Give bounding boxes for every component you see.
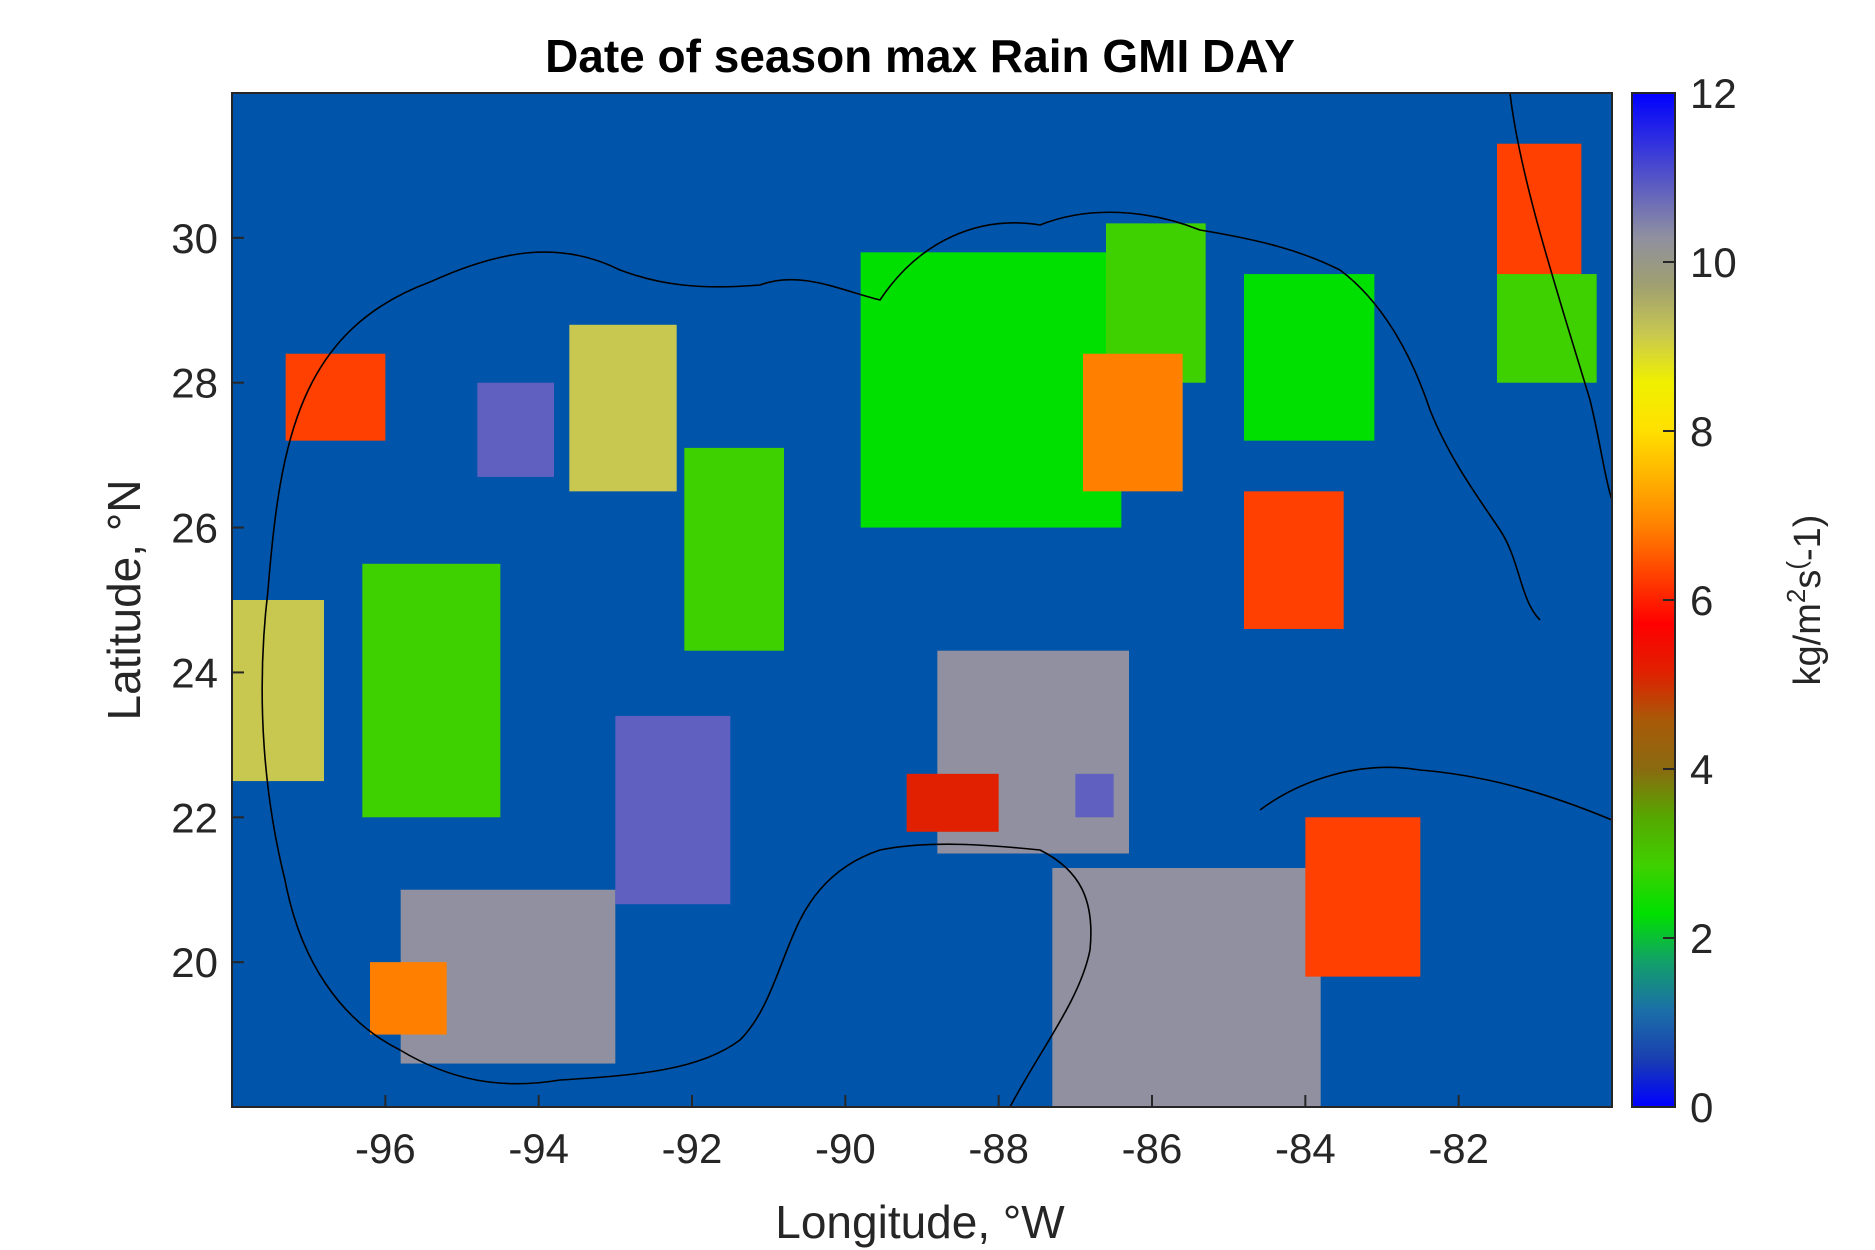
heatmap-region-19 bbox=[1497, 143, 1582, 289]
y-tick-label: 24 bbox=[171, 649, 218, 696]
heatmap-region-11 bbox=[1052, 867, 1321, 1107]
coastline-us-gulf bbox=[267, 211, 1541, 621]
colorbar-label: kg/m2s(-1) bbox=[1781, 515, 1829, 686]
colorbar-tick-label: 8 bbox=[1690, 408, 1713, 455]
y-tick-label: 20 bbox=[171, 939, 218, 986]
heatmap-region-8 bbox=[1244, 491, 1344, 629]
y-tick-label: 30 bbox=[171, 215, 218, 262]
colorbar-tick-label: 2 bbox=[1690, 915, 1713, 962]
colorbar-label-sup2: ( bbox=[1781, 561, 1811, 570]
y-tick-label: 22 bbox=[171, 794, 218, 841]
colorbar-tick-label: 10 bbox=[1690, 239, 1737, 286]
x-tick-label: -92 bbox=[662, 1125, 723, 1172]
heatmap-region-3 bbox=[362, 563, 501, 818]
heatmap-region-14 bbox=[615, 715, 731, 905]
x-tick-label: -90 bbox=[815, 1125, 876, 1172]
x-tick-label: -88 bbox=[968, 1125, 1029, 1172]
heatmap-region-1 bbox=[477, 382, 554, 477]
heatmap-region-7 bbox=[1244, 274, 1375, 441]
heatmap-region-18 bbox=[1075, 773, 1114, 818]
chart-title: Date of season max Rain GMI DAY bbox=[545, 30, 1295, 82]
heatmap-region-0 bbox=[285, 353, 386, 441]
heatmap-region-12 bbox=[1305, 817, 1421, 977]
plot-frame bbox=[231, 92, 1613, 1108]
colorbar-tick-label: 6 bbox=[1690, 577, 1713, 624]
heatmap-regions bbox=[232, 143, 1597, 1107]
x-tick-label: -86 bbox=[1122, 1125, 1183, 1172]
x-axis-ticks: -96 -94 -92 -90 -88 -86 -84 -82 bbox=[355, 1095, 1489, 1172]
colorbar-tick-label: 4 bbox=[1690, 746, 1713, 793]
colorbar-tick-label: 12 bbox=[1690, 70, 1737, 117]
heatmap-region-16 bbox=[232, 600, 324, 782]
y-tick-label: 28 bbox=[171, 360, 218, 407]
heatmap-region-20 bbox=[1497, 274, 1597, 383]
heatmap-region-5 bbox=[860, 252, 1122, 528]
y-tick-label: 26 bbox=[171, 505, 218, 552]
coastline-mexico bbox=[261, 589, 1092, 1107]
heatmap-region-9 bbox=[1083, 353, 1183, 492]
colorbar-tick-label: 0 bbox=[1690, 1084, 1713, 1131]
heatmap-region-2 bbox=[569, 324, 677, 492]
colorbar-label-end: -1) bbox=[1787, 515, 1829, 561]
y-axis-ticks: 20 22 24 26 28 30 bbox=[171, 215, 244, 986]
x-tick-label: -82 bbox=[1428, 1125, 1489, 1172]
heatmap-region-4 bbox=[684, 447, 784, 651]
x-axis-label: Longitude, °W bbox=[775, 1196, 1065, 1248]
y-axis-label: Latitude, °N bbox=[98, 480, 150, 721]
colorbar-ticks: 0 2 4 6 8 10 12 bbox=[1663, 70, 1737, 1131]
heatmap-region-15 bbox=[370, 962, 447, 1035]
x-tick-label: -84 bbox=[1275, 1125, 1336, 1172]
heatmap-region-17 bbox=[906, 773, 999, 832]
colorbar-label-sup: 2 bbox=[1781, 589, 1811, 603]
coastline-cuba bbox=[1259, 766, 1612, 821]
x-tick-label: -96 bbox=[355, 1125, 416, 1172]
x-tick-label: -94 bbox=[508, 1125, 569, 1172]
colorbar-label-base: kg/m bbox=[1787, 603, 1829, 685]
colorbar-label-mid: s bbox=[1787, 570, 1829, 589]
plot-area bbox=[232, 93, 1612, 1107]
coastline-florida-atlantic bbox=[1509, 93, 1612, 501]
